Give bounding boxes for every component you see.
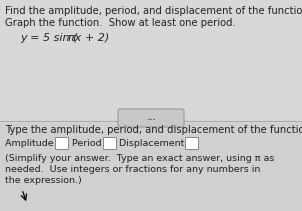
Bar: [103, 137, 116, 149]
Bar: [0, 123, 302, 211]
Text: Find the amplitude, period, and displacement of the function.: Find the amplitude, period, and displace…: [5, 6, 302, 16]
Bar: [0, 0, 302, 123]
Text: Amplitude =: Amplitude =: [5, 138, 68, 147]
Bar: [55, 137, 68, 149]
Text: πx + 2): πx + 2): [68, 33, 109, 43]
Bar: [185, 137, 198, 149]
Text: Type the amplitude, period, and displacement of the function.: Type the amplitude, period, and displace…: [5, 125, 302, 135]
Text: (Simplify your answer.  Type an exact answer, using π as: (Simplify your answer. Type an exact ans…: [5, 154, 275, 163]
Text: Displacement =: Displacement =: [119, 138, 198, 147]
Text: Graph the function.  Show at least one period.: Graph the function. Show at least one pe…: [5, 18, 236, 28]
Text: the expression.): the expression.): [5, 176, 82, 185]
Text: Period =: Period =: [72, 138, 116, 147]
FancyBboxPatch shape: [118, 109, 184, 127]
Text: ...: ...: [146, 114, 156, 123]
Text: y = 5 sin (: y = 5 sin (: [20, 33, 77, 43]
Text: needed.  Use integers or fractions for any numbers in: needed. Use integers or fractions for an…: [5, 165, 260, 174]
